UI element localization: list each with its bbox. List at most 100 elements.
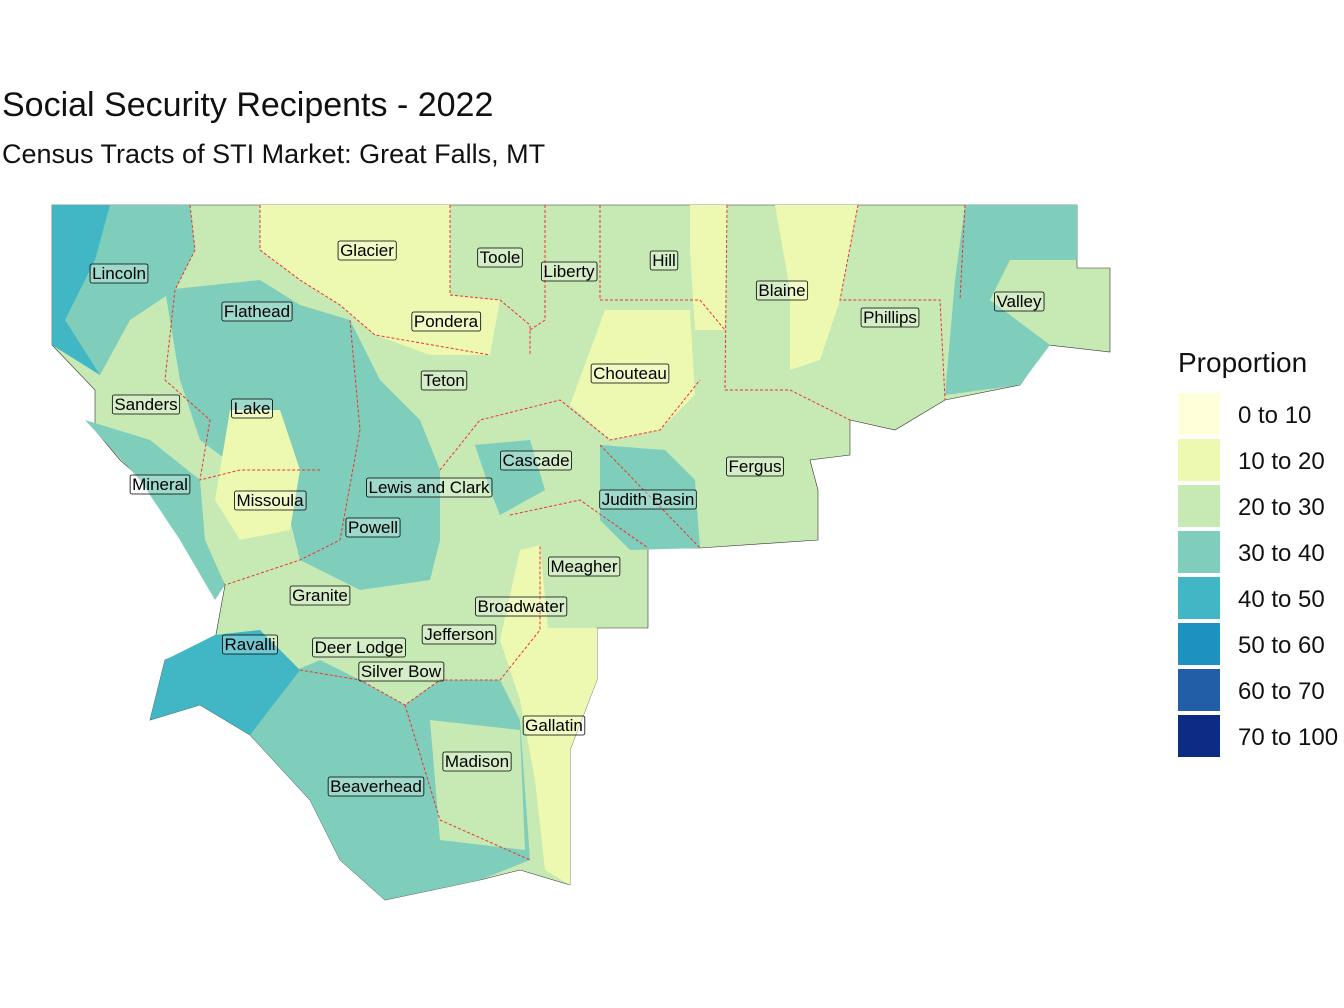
county-label: Gallatin bbox=[522, 715, 586, 736]
county-name: Lewis and Clark bbox=[369, 478, 490, 497]
label-box bbox=[860, 307, 920, 328]
county-name: Toole bbox=[480, 248, 521, 267]
county-line bbox=[529, 205, 546, 331]
county-label: Lewis and Clark bbox=[366, 477, 493, 498]
label-box bbox=[345, 517, 401, 538]
tract-area bbox=[150, 630, 300, 735]
county-label: Glacier bbox=[337, 240, 397, 261]
tract-area bbox=[52, 205, 110, 375]
county-name: Blaine bbox=[758, 281, 805, 300]
label-box bbox=[411, 311, 482, 332]
label-box bbox=[649, 250, 679, 271]
label-box bbox=[590, 363, 670, 384]
label-box bbox=[89, 263, 149, 284]
county-name: Hill bbox=[652, 251, 676, 270]
map bbox=[51, 204, 1111, 901]
tract-area bbox=[690, 205, 727, 330]
legend-label: 20 to 30 bbox=[1238, 494, 1325, 521]
county-name: Pondera bbox=[414, 312, 479, 331]
tract-area bbox=[165, 280, 440, 590]
county-label: Meagher bbox=[548, 556, 621, 577]
label-box bbox=[289, 585, 351, 606]
label-box bbox=[221, 301, 293, 322]
county-label: Lake bbox=[231, 398, 273, 419]
county-label: Flathead bbox=[221, 301, 293, 322]
county-name: Chouteau bbox=[593, 364, 667, 383]
label-box bbox=[541, 261, 598, 282]
label-box bbox=[475, 596, 568, 617]
tract-area bbox=[945, 205, 1077, 395]
legend-swatch bbox=[1178, 393, 1220, 435]
county-label: Cascade bbox=[500, 450, 572, 471]
county-label: Madison bbox=[442, 751, 512, 772]
county-name: Granite bbox=[292, 586, 348, 605]
county-label: Beaverhead bbox=[327, 776, 425, 797]
label-box bbox=[442, 751, 512, 772]
county-label: Broadwater bbox=[475, 596, 568, 617]
tract-area bbox=[215, 410, 300, 540]
tract-area bbox=[570, 310, 695, 440]
legend-swatch bbox=[1178, 669, 1220, 711]
label-box bbox=[420, 370, 468, 391]
label-box bbox=[726, 456, 784, 477]
county-line bbox=[599, 205, 726, 331]
county-label: Valley bbox=[994, 291, 1045, 312]
county-name: Liberty bbox=[543, 262, 595, 281]
county-name: Lincoln bbox=[92, 264, 146, 283]
label-box bbox=[231, 398, 273, 419]
legend-swatch bbox=[1178, 439, 1220, 481]
county-name: Flathead bbox=[224, 302, 290, 321]
label-box bbox=[337, 240, 397, 261]
county-line bbox=[299, 545, 541, 706]
county-name: Powell bbox=[348, 518, 398, 537]
tract-area bbox=[475, 440, 545, 515]
label-box bbox=[994, 291, 1045, 312]
county-line bbox=[724, 204, 851, 421]
label-box bbox=[111, 394, 181, 415]
county-name: Meagher bbox=[550, 557, 617, 576]
county-name: Jefferson bbox=[424, 625, 494, 644]
county-label: Granite bbox=[289, 585, 351, 606]
label-box bbox=[222, 634, 278, 655]
county-label: Deer Lodge bbox=[312, 637, 406, 658]
tract-area bbox=[260, 205, 500, 355]
legend-title: Proportion bbox=[1178, 347, 1307, 378]
county-label: Missoula bbox=[234, 490, 307, 511]
county-line bbox=[599, 444, 701, 549]
county-name: Judith Basin bbox=[602, 490, 695, 509]
legend: 0 to 10 10 to 20 20 to 30 30 to 40 40 to 50 5… bbox=[1178, 393, 1338, 757]
county-name: Glacier bbox=[340, 241, 394, 260]
legend-label: 60 to 70 bbox=[1238, 678, 1325, 705]
county-line bbox=[839, 204, 946, 401]
county-line bbox=[439, 379, 701, 471]
county-line bbox=[259, 205, 491, 356]
county-label: Powell bbox=[345, 517, 401, 538]
county-name: Lake bbox=[234, 399, 271, 418]
county-name: Deer Lodge bbox=[315, 638, 404, 657]
county-name: Valley bbox=[996, 292, 1042, 311]
county-labels: Lincoln Glacier Toole Liberty Hill Blaine Phil… bbox=[89, 240, 1045, 797]
county-line bbox=[164, 204, 320, 481]
county-line bbox=[959, 204, 966, 301]
county-name: Gallatin bbox=[525, 716, 583, 735]
county-name: Silver Bow bbox=[361, 662, 442, 681]
county-label: Phillips bbox=[860, 307, 920, 328]
county-label: Pondera bbox=[411, 311, 482, 332]
county-name: Madison bbox=[445, 752, 509, 771]
subtitle: Census Tracts of STI Market: Great Falls… bbox=[2, 139, 545, 169]
county-name: Broadwater bbox=[478, 597, 565, 616]
county-name: Cascade bbox=[502, 451, 569, 470]
county-label: Judith Basin bbox=[599, 489, 697, 510]
label-box bbox=[358, 661, 445, 682]
county-label: Mineral bbox=[129, 474, 191, 495]
county-label: Ravalli bbox=[222, 634, 278, 655]
county-label: Chouteau bbox=[590, 363, 670, 384]
tract-area bbox=[85, 420, 225, 600]
label-box bbox=[327, 776, 425, 797]
county-label: Sanders bbox=[111, 394, 181, 415]
county-name: Mineral bbox=[132, 475, 188, 494]
legend-swatch bbox=[1178, 485, 1220, 527]
county-name: Phillips bbox=[863, 308, 917, 327]
county-label: Jefferson bbox=[421, 624, 497, 645]
label-box bbox=[234, 490, 307, 511]
